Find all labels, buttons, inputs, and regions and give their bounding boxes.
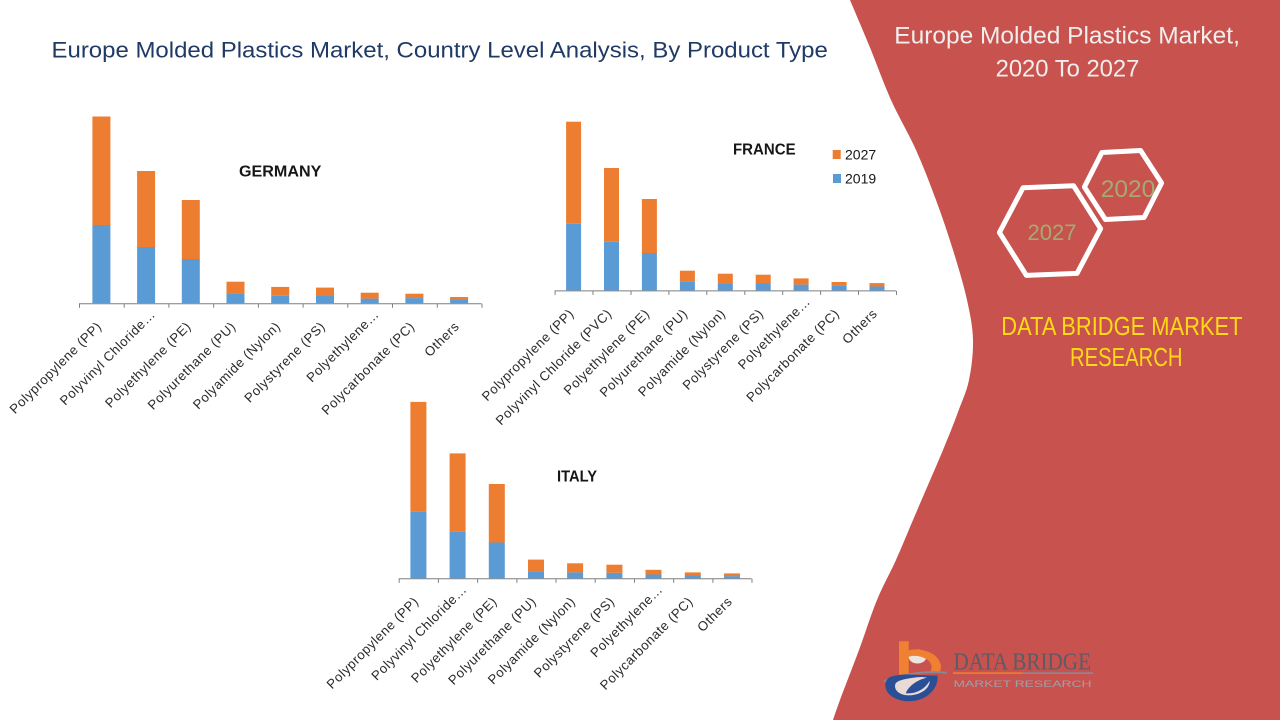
svg-text:2020: 2020 [1101, 176, 1156, 203]
svg-text:DATA BRIDGE MARKET: DATA BRIDGE MARKET [1001, 311, 1242, 341]
svg-text:MARKET RESEARCH: MARKET RESEARCH [954, 679, 1092, 690]
svg-text:2020 To 2027: 2020 To 2027 [996, 55, 1140, 82]
svg-text:RESEARCH: RESEARCH [1070, 342, 1183, 372]
svg-text:2027: 2027 [1028, 220, 1077, 245]
svg-text:2019: 2019 [845, 171, 876, 187]
svg-text:Polyamide (Nylon): Polyamide (Nylon) [190, 319, 283, 412]
svg-text:Europe Molded Plastics Market,: Europe Molded Plastics Market, [894, 23, 1240, 50]
svg-text:Others: Others [421, 319, 462, 360]
svg-text:Polycarbonate (PC): Polycarbonate (PC) [319, 319, 418, 418]
svg-text:FRANCE: FRANCE [733, 141, 796, 158]
svg-text:2027: 2027 [845, 147, 876, 163]
svg-text:Others: Others [839, 306, 880, 347]
svg-text:Polyethylene (PE): Polyethylene (PE) [102, 319, 194, 411]
svg-text:GERMANY: GERMANY [239, 164, 322, 181]
svg-text:ITALY: ITALY [557, 469, 597, 486]
svg-text:DATA BRIDGE: DATA BRIDGE [954, 650, 1092, 676]
svg-text:Others: Others [694, 594, 735, 635]
svg-text:Europe Molded Plastics Market,: Europe Molded Plastics Market, Country L… [52, 38, 828, 63]
